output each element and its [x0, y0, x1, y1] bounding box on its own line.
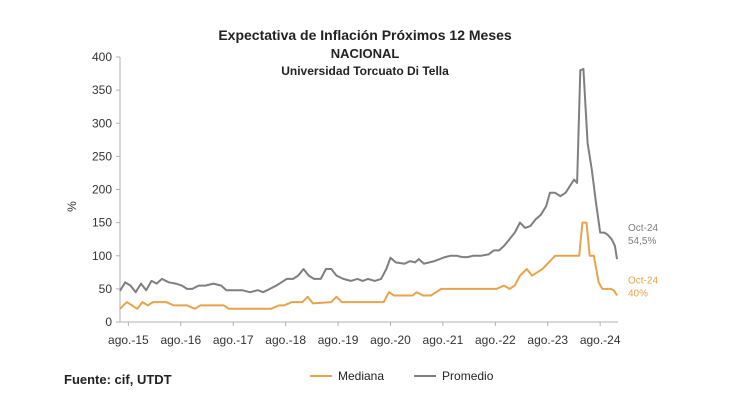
- annotation-mediana-date: Oct-24: [628, 276, 658, 287]
- annotation-promedio-date: Oct-24: [628, 223, 658, 234]
- x-tick-label-2: ago.-17: [213, 333, 254, 347]
- x-tick-label-8: ago.-23: [527, 333, 568, 347]
- chart-subtitle: NACIONAL: [330, 46, 400, 61]
- y-tick-label-0: 0: [105, 315, 112, 329]
- x-tick-label-5: ago.-20: [370, 333, 411, 347]
- x-tick-label-9: ago.-24: [580, 333, 621, 347]
- legend-swatch-mediana: [310, 375, 332, 377]
- y-tick-label-400: 400: [92, 50, 112, 64]
- legend-item-mediana: Mediana: [310, 369, 384, 383]
- legend-label-mediana: Mediana: [338, 369, 385, 383]
- chart-titles: Expectativa de Inflación Próximos 12 Mes…: [0, 26, 730, 80]
- y-tick-label-300: 300: [92, 116, 112, 130]
- x-tick-label-1: ago.-16: [160, 333, 201, 347]
- series-line-promedio: [119, 67, 618, 294]
- y-tick-label-200: 200: [92, 183, 112, 197]
- x-tick-label-4: ago.-19: [318, 333, 359, 347]
- x-tick-label-0: ago.-15: [108, 333, 149, 347]
- y-tick-label-150: 150: [92, 216, 112, 230]
- x-tick-label-7: ago.-22: [475, 333, 516, 347]
- chart-subtitle-source: Universidad Torcuato Di Tella: [281, 64, 449, 78]
- y-tick-label-50: 50: [99, 282, 113, 296]
- annotation-promedio-value: 54,5%: [628, 236, 656, 247]
- source-note: Fuente: cif, UTDT: [64, 372, 172, 387]
- x-tick-label-3: ago.-18: [265, 333, 306, 347]
- chart-title: Expectativa de Inflación Próximos 12 Mes…: [218, 27, 512, 43]
- y-tick-label-100: 100: [92, 249, 112, 263]
- y-tick-label-250: 250: [92, 149, 112, 163]
- series-line-mediana: [119, 221, 618, 310]
- y-tick-label-350: 350: [92, 83, 112, 97]
- chart-legend: Mediana Promedio: [310, 369, 493, 383]
- x-tick-label-6: ago.-21: [423, 333, 464, 347]
- y-axis-label: %: [65, 201, 79, 212]
- legend-item-promedio: Promedio: [414, 369, 493, 383]
- annotation-mediana-value: 40%: [628, 289, 648, 300]
- legend-swatch-promedio: [414, 375, 437, 377]
- legend-label-promedio: Promedio: [442, 369, 494, 383]
